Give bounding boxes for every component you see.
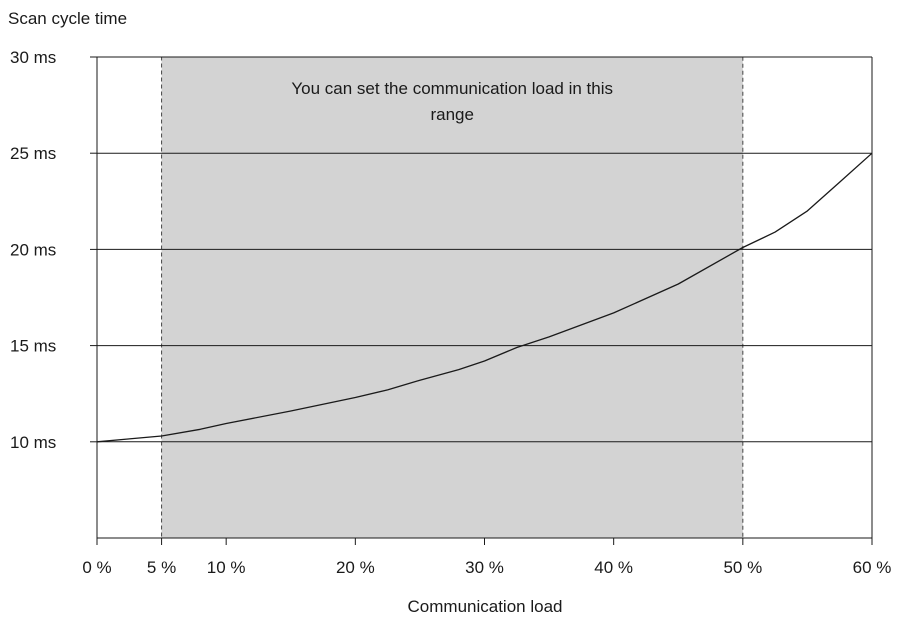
shaded-range-rect bbox=[161, 56, 744, 539]
y-tick-label: 15 ms bbox=[10, 337, 56, 356]
series-line bbox=[96, 152, 873, 443]
x-tick-label: 50 % bbox=[723, 558, 762, 577]
y-tick-label: 10 ms bbox=[10, 433, 56, 452]
shaded-range-label-line-2: range bbox=[430, 105, 473, 124]
shaded-range-label-line-1: You can set the communication load in th… bbox=[291, 79, 613, 98]
x-ticks: 0 % 5 % 10 % 20 % 30 % 40 % 50 % 60 % bbox=[82, 538, 891, 577]
x-tick-label: 0 % bbox=[82, 558, 111, 577]
y-tick-label: 25 ms bbox=[10, 144, 56, 163]
x-tick-label: 10 % bbox=[207, 558, 246, 577]
grid-lines bbox=[97, 56, 872, 443]
x-axis-title: Communication load bbox=[408, 597, 563, 616]
x-tick-label: 5 % bbox=[147, 558, 176, 577]
y-ticks: 10 ms 15 ms 20 ms 25 ms 30 ms bbox=[10, 48, 97, 452]
x-tick-label: 30 % bbox=[465, 558, 504, 577]
x-tick-label: 40 % bbox=[594, 558, 633, 577]
x-tick-label: 20 % bbox=[336, 558, 375, 577]
y-tick-label: 30 ms bbox=[10, 48, 56, 67]
y-axis-title: Scan cycle time bbox=[8, 9, 127, 28]
x-tick-label: 60 % bbox=[853, 558, 892, 577]
y-tick-label: 20 ms bbox=[10, 240, 56, 259]
